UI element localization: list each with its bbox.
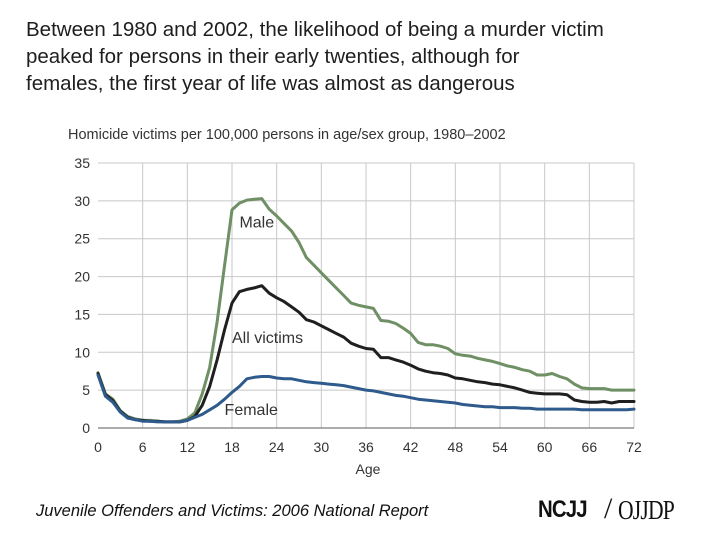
x-tick-label: 30 bbox=[314, 439, 330, 455]
ojjdp-logo-text: OJJDP bbox=[618, 495, 675, 525]
x-tick-label: 18 bbox=[224, 439, 240, 455]
y-tick-label: 35 bbox=[74, 155, 90, 171]
x-tick-label: 0 bbox=[94, 439, 102, 455]
x-tick-label: 60 bbox=[537, 439, 553, 455]
ncjj-ojjdp-logo: NCJJ / OJJDP bbox=[538, 492, 688, 528]
series-lines bbox=[96, 197, 636, 424]
series-label-male: Male bbox=[239, 214, 274, 231]
y-tick-label: 10 bbox=[74, 344, 90, 360]
y-tick-label: 0 bbox=[82, 420, 90, 436]
x-tick-label: 72 bbox=[626, 439, 642, 455]
x-axis-label: Age bbox=[356, 461, 381, 477]
grid-lines bbox=[98, 162, 635, 428]
series-label-female: Female bbox=[225, 402, 278, 419]
y-tick-label: 5 bbox=[82, 382, 90, 398]
logo-slash: / bbox=[604, 492, 613, 525]
y-tick-label: 25 bbox=[74, 231, 90, 247]
ncjj-logo-text: NCJJ bbox=[538, 496, 588, 523]
headline: Between 1980 and 2002, the likelihood of… bbox=[26, 18, 604, 95]
x-tick-label: 66 bbox=[582, 439, 598, 455]
chart-title: Homicide victims per 100,000 persons in … bbox=[68, 127, 506, 143]
x-tick-label: 54 bbox=[492, 439, 508, 455]
x-tick-label: 36 bbox=[358, 439, 374, 455]
x-tick-label: 6 bbox=[139, 439, 147, 455]
series-label-all-victims: All victims bbox=[232, 330, 303, 347]
x-tick-label: 24 bbox=[269, 439, 285, 455]
series-line-female bbox=[96, 373, 636, 424]
y-tick-label: 30 bbox=[74, 193, 90, 209]
x-tick-label: 12 bbox=[180, 439, 196, 455]
x-tick-labels: 0 6 12 18 24 30 36 42 48 54 60 66 72 bbox=[94, 439, 642, 455]
source-citation: Juvenile Offenders and Victims: 2006 Nat… bbox=[36, 502, 429, 520]
y-tick-label: 15 bbox=[74, 306, 90, 322]
x-tick-label: 48 bbox=[448, 439, 464, 455]
y-tick-label: 20 bbox=[74, 269, 90, 285]
series-labels: Male All victims Female bbox=[225, 214, 304, 419]
y-tick-labels: 0 5 10 15 20 25 30 35 bbox=[74, 155, 90, 436]
x-tick-label: 42 bbox=[403, 439, 419, 455]
